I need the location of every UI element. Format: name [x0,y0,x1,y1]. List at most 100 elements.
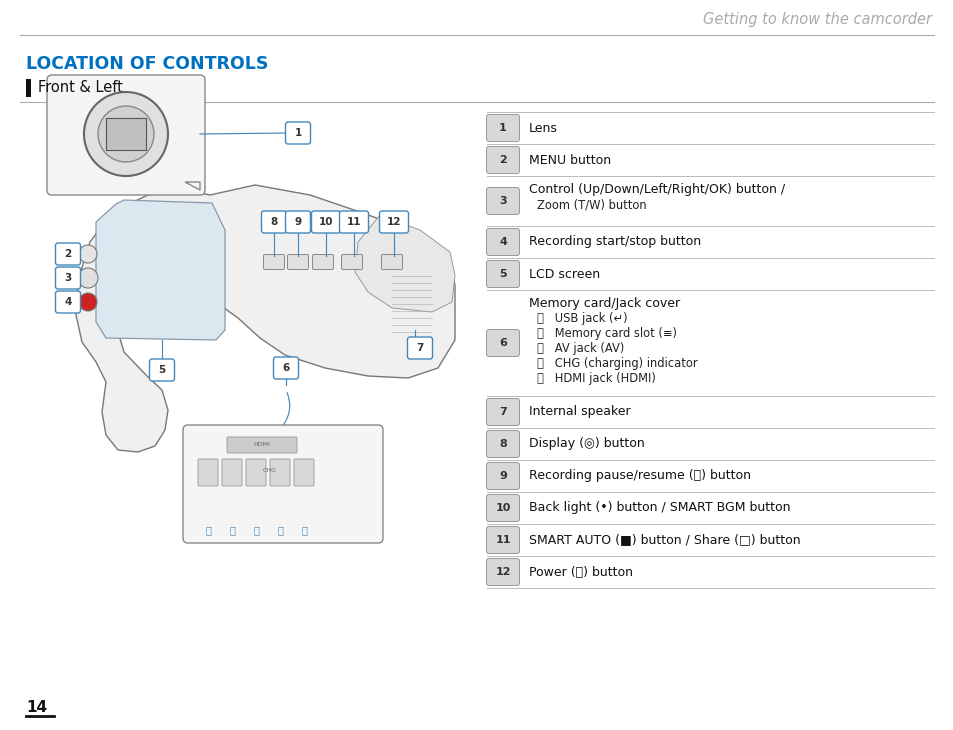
Circle shape [78,268,98,288]
Text: LCD screen: LCD screen [529,267,599,280]
FancyBboxPatch shape [285,122,310,144]
FancyBboxPatch shape [198,459,218,486]
FancyBboxPatch shape [313,255,334,269]
Polygon shape [355,215,455,312]
Text: 9: 9 [498,471,506,481]
Text: 6: 6 [498,338,506,348]
Text: ⓔ   HDMI jack (HDMI): ⓔ HDMI jack (HDMI) [537,372,655,385]
Circle shape [79,245,97,263]
Text: Recording pause/resume (⏸) button: Recording pause/resume (⏸) button [529,469,750,483]
FancyBboxPatch shape [227,437,296,453]
FancyBboxPatch shape [183,425,382,543]
Text: 1: 1 [294,128,301,138]
Text: Back light (•) button / SMART BGM button: Back light (•) button / SMART BGM button [529,502,790,515]
Text: Front & Left: Front & Left [38,80,123,96]
Text: Control (Up/Down/Left/Right/OK) button /: Control (Up/Down/Left/Right/OK) button / [529,183,784,196]
Text: 11: 11 [495,535,510,545]
FancyBboxPatch shape [55,243,80,265]
FancyBboxPatch shape [55,291,80,313]
Text: 12: 12 [386,217,401,227]
FancyBboxPatch shape [381,255,402,269]
Text: 1: 1 [498,123,506,133]
FancyBboxPatch shape [106,118,146,150]
FancyBboxPatch shape [379,211,408,233]
Text: SMART AUTO (■) button / Share (□) button: SMART AUTO (■) button / Share (□) button [529,534,800,547]
FancyBboxPatch shape [486,329,519,356]
FancyBboxPatch shape [486,228,519,256]
Text: Power (⏻) button: Power (⏻) button [529,566,633,578]
FancyBboxPatch shape [55,267,80,289]
Text: 14: 14 [26,701,47,715]
Text: ⓓ: ⓓ [276,525,283,535]
Polygon shape [185,182,200,190]
FancyBboxPatch shape [285,211,310,233]
Text: Memory card/Jack cover: Memory card/Jack cover [529,297,679,310]
Text: LOCATION OF CONTROLS: LOCATION OF CONTROLS [26,55,268,73]
FancyBboxPatch shape [486,494,519,521]
Text: 8: 8 [498,439,506,449]
Bar [26,79,30,97]
Text: Zoom (T/W) button: Zoom (T/W) button [537,198,646,211]
Polygon shape [96,200,225,340]
Text: ⓒ: ⓒ [253,525,258,535]
FancyBboxPatch shape [274,357,298,379]
Text: 10: 10 [495,503,510,513]
FancyBboxPatch shape [486,147,519,174]
FancyBboxPatch shape [407,337,432,359]
Text: ⓐ   USB jack (↵): ⓐ USB jack (↵) [537,312,627,325]
Text: ⓔ: ⓔ [301,525,307,535]
FancyBboxPatch shape [486,558,519,585]
Text: 6: 6 [282,363,290,373]
Text: 2: 2 [64,249,71,259]
Text: 7: 7 [416,343,423,353]
Text: 5: 5 [158,365,166,375]
Text: 3: 3 [64,273,71,283]
Text: 12: 12 [495,567,510,577]
FancyBboxPatch shape [486,526,519,553]
Text: 7: 7 [498,407,506,417]
FancyBboxPatch shape [47,75,205,195]
Text: Internal speaker: Internal speaker [529,405,630,418]
Text: ⓑ   Memory card slot (≡): ⓑ Memory card slot (≡) [537,327,677,340]
FancyBboxPatch shape [486,463,519,490]
Text: Display (◎) button: Display (◎) button [529,437,644,450]
Circle shape [84,92,168,176]
FancyBboxPatch shape [486,431,519,458]
FancyBboxPatch shape [263,255,284,269]
FancyBboxPatch shape [486,399,519,426]
Polygon shape [76,185,455,452]
FancyBboxPatch shape [270,459,290,486]
Text: 8: 8 [270,217,277,227]
Text: 3: 3 [498,196,506,206]
Text: 9: 9 [294,217,301,227]
Text: 10: 10 [318,217,333,227]
Circle shape [98,106,153,162]
Text: CHG: CHG [263,467,276,472]
Text: 4: 4 [498,237,506,247]
Text: Getting to know the camcorder: Getting to know the camcorder [702,12,931,27]
Text: HDMI: HDMI [253,442,270,447]
FancyBboxPatch shape [261,211,286,233]
Text: MENU button: MENU button [529,153,611,166]
FancyBboxPatch shape [486,188,519,215]
Text: ⓐ: ⓐ [205,525,211,535]
Circle shape [79,293,97,311]
Text: Recording start/stop button: Recording start/stop button [529,236,700,248]
Text: 11: 11 [346,217,361,227]
Text: 4: 4 [64,297,71,307]
FancyBboxPatch shape [312,211,340,233]
FancyBboxPatch shape [486,115,519,142]
Text: ⓑ: ⓑ [229,525,234,535]
Text: ⓓ   CHG (charging) indicator: ⓓ CHG (charging) indicator [537,357,697,370]
FancyBboxPatch shape [246,459,266,486]
FancyBboxPatch shape [222,459,242,486]
Text: ⓒ   AV jack (AV): ⓒ AV jack (AV) [537,342,623,355]
Text: 5: 5 [498,269,506,279]
FancyBboxPatch shape [341,255,362,269]
FancyBboxPatch shape [486,261,519,288]
FancyBboxPatch shape [287,255,308,269]
FancyBboxPatch shape [294,459,314,486]
FancyBboxPatch shape [150,359,174,381]
Text: 2: 2 [498,155,506,165]
FancyBboxPatch shape [339,211,368,233]
